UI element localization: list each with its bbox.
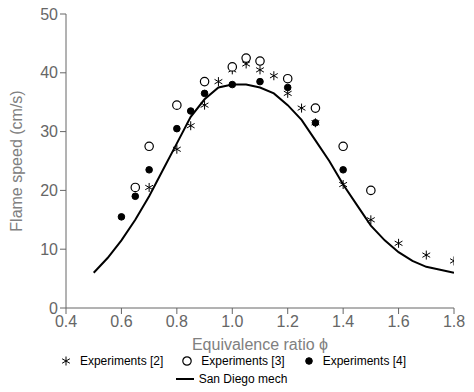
svg-text:1.2: 1.2 [277, 313, 299, 330]
svg-text:1.0: 1.0 [221, 313, 243, 330]
html-text:Experiments [2]: Experiments [2] [79, 354, 164, 368]
svg-text:0: 0 [49, 300, 58, 317]
svg-text:0.8: 0.8 [166, 313, 188, 330]
svg-text:20: 20 [40, 182, 58, 199]
svg-text:Equivalence ratio ϕ: Equivalence ratio ϕ [192, 336, 328, 353]
svg-text:40: 40 [40, 64, 58, 81]
svg-text:0.4: 0.4 [55, 313, 77, 330]
svg-text:1.6: 1.6 [387, 313, 409, 330]
svg-text:1.4: 1.4 [332, 313, 354, 330]
svg-text:Flame speed (cm/s): Flame speed (cm/s) [8, 90, 25, 231]
html-text:Experiments [4]: Experiments [4] [322, 354, 407, 368]
html-text:San Diego mech: San Diego mech [198, 372, 288, 386]
svg-text:0.6: 0.6 [110, 313, 132, 330]
svg-text:10: 10 [40, 241, 58, 258]
svg-text:30: 30 [40, 123, 58, 140]
html-text:Experiments [3]: Experiments [3] [201, 354, 285, 368]
svg-text:50: 50 [40, 6, 58, 23]
svg-text:1.8: 1.8 [443, 313, 465, 330]
